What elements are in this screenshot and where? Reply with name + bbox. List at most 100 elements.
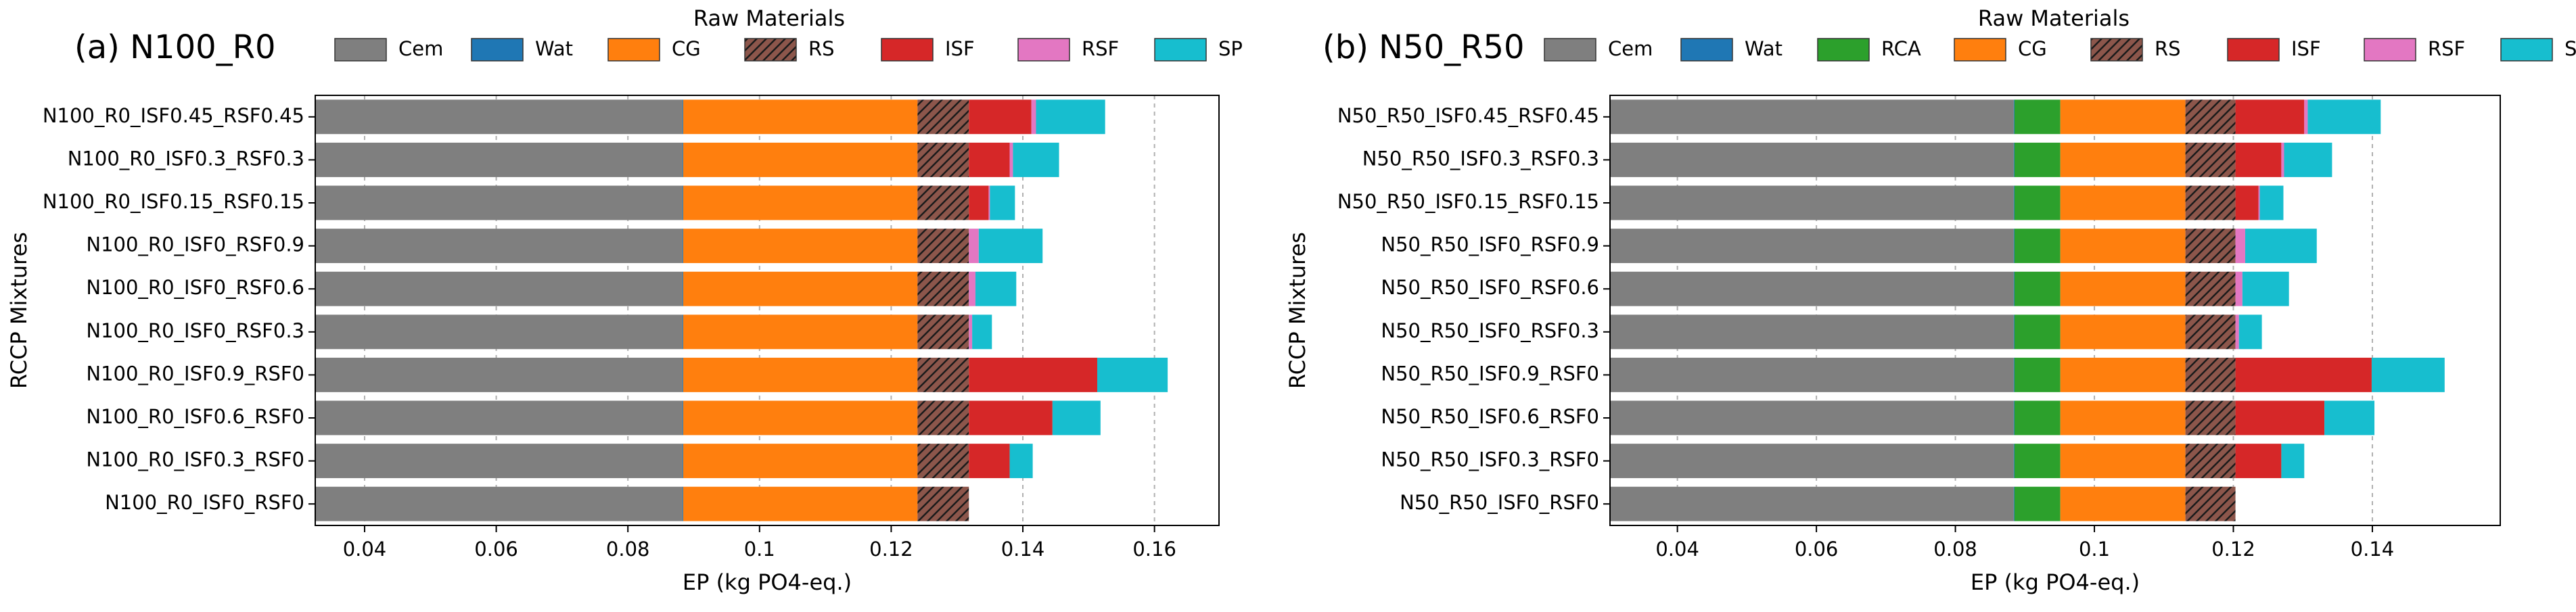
bar-segment [917, 142, 969, 177]
bar-segment [2235, 142, 2282, 177]
x-tick-label: 0.06 [474, 538, 518, 561]
bar-segment [969, 400, 1053, 436]
bar-segment [2258, 185, 2260, 220]
legend-label: CG [2018, 37, 2047, 60]
legend-swatch [2090, 38, 2143, 62]
bar-segment [917, 357, 969, 392]
y-tick-label: N50_R50_ISF0_RSF0.6 [1381, 276, 1599, 299]
bar-segment [1013, 142, 1059, 177]
legend-swatch [2227, 38, 2280, 62]
legend-label: ISF [945, 37, 975, 60]
bar-segment [1610, 314, 2014, 350]
bar-segment [2060, 486, 2186, 521]
bar-segment [2185, 229, 2236, 264]
bar-segment [2013, 271, 2015, 306]
legend-swatch [1544, 38, 1596, 62]
bar-segment [683, 486, 918, 521]
bar-segment [683, 229, 918, 264]
y-tick-label: N100_R0_ISF0_RSF0.9 [86, 233, 304, 256]
x-tick-label: 0.16 [1132, 538, 1176, 561]
y-tick-label: N100_R0_ISF0.3_RSF0.3 [68, 147, 304, 170]
legend-label: Wat [535, 37, 573, 60]
bar-segment [917, 271, 969, 306]
bar-segment [2185, 185, 2236, 220]
bar-segment [1610, 444, 2014, 479]
bar-segment [1610, 357, 2014, 392]
legend-label: RS [808, 37, 835, 60]
y-tick-label: N50_R50_ISF0.6_RSF0 [1381, 405, 1599, 428]
bar-segment [1097, 357, 1168, 392]
bar-segment [2185, 400, 2236, 436]
bar-segment [2259, 185, 2284, 220]
bar-segment [2014, 357, 2061, 392]
bar-segment [2013, 229, 2015, 264]
bar-segment [969, 314, 973, 350]
legend-label: RSF [2428, 37, 2465, 60]
y-tick-label: N50_R50_ISF0_RSF0 [1400, 491, 1599, 514]
bar-segment [315, 444, 683, 479]
y-tick-label: N100_R0_ISF0_RSF0 [105, 491, 304, 514]
legend-label: Cem [1608, 37, 1653, 60]
plot-frame [1609, 95, 2501, 526]
bars [1610, 99, 2445, 521]
bar-segment [1009, 142, 1013, 177]
x-tick-label: 0.08 [606, 538, 650, 561]
x-tick-label: 0.04 [1655, 538, 1699, 561]
bar-segment [2013, 400, 2015, 436]
bar-segment [2060, 314, 2186, 350]
bar-segment [2235, 99, 2305, 135]
bar-segment [917, 486, 969, 521]
x-axis-label: EP (kg PO4-eq.) [683, 569, 852, 595]
bar-segment [2185, 314, 2236, 350]
bar-segment [917, 444, 969, 479]
bar-segment [2245, 229, 2317, 264]
legend-label: SP [1218, 37, 1243, 60]
bar-segment [2014, 400, 2061, 436]
bar-segment [969, 99, 1032, 135]
y-tick-label: N50_R50_ISF0.3_RSF0.3 [1362, 147, 1599, 170]
bar-segment [2014, 486, 2061, 521]
bar-segment [2013, 444, 2015, 479]
x-tick-label: 0.04 [343, 538, 387, 561]
bar-segment [1610, 142, 2014, 177]
bar-segment [315, 142, 683, 177]
bar-segment [1610, 486, 2014, 521]
bar-segment [1610, 271, 2014, 306]
bar-segment [315, 486, 683, 521]
bar-segment [2060, 185, 2186, 220]
y-tick-label: N100_R0_ISF0.6_RSF0 [86, 405, 304, 428]
x-tick-label: 0.06 [1795, 538, 1839, 561]
bars [315, 99, 1168, 521]
bar-segment [2013, 99, 2015, 135]
bar-segment [969, 357, 1097, 392]
bar-segment [917, 99, 969, 135]
y-axis-label: RCCP Mixtures [6, 232, 32, 389]
bar-segment [2060, 229, 2186, 264]
legend-swatch [334, 38, 387, 62]
bar-segment [683, 99, 918, 135]
bar-segment [2371, 357, 2445, 392]
legend-label: ISF [2291, 37, 2321, 60]
bar-segment [315, 400, 683, 436]
bar-segment [2242, 271, 2289, 306]
bar-segment [2014, 142, 2061, 177]
bar-segment [917, 400, 969, 436]
legend-swatch [1154, 38, 1207, 62]
bar-segment [1610, 400, 2014, 436]
bar-segment [2235, 229, 2245, 264]
bar-segment [988, 185, 990, 220]
y-tick-label: N50_R50_ISF0.45_RSF0.45 [1337, 104, 1599, 127]
bar-segment [683, 444, 918, 479]
x-tick-label: 0.12 [2211, 538, 2255, 561]
bar-segment [917, 185, 969, 220]
x-axis-label: EP (kg PO4-eq.) [1971, 569, 2140, 595]
chart-title: (b) N50_R50 [1322, 28, 1525, 66]
legend-label: Cem [398, 37, 443, 60]
legend-swatch [2364, 38, 2416, 62]
bar-segment [2013, 357, 2015, 392]
legend-label: SP [2564, 37, 2576, 60]
x-tick-label: 0.08 [1933, 538, 1977, 561]
y-tick-label: N100_R0_ISF0.9_RSF0 [86, 362, 304, 385]
y-tick-label: N50_R50_ISF0.9_RSF0 [1381, 362, 1599, 385]
plot-frame [315, 95, 1220, 526]
